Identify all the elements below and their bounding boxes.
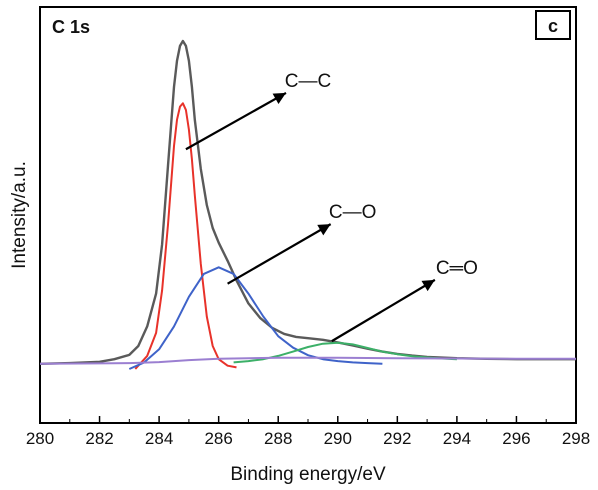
- x-tick-label: 280: [26, 429, 54, 448]
- annotation-arrow-line: [185, 91, 287, 151]
- x-tick-label: 294: [443, 429, 471, 448]
- annotation-label-2: C—O: [329, 202, 377, 223]
- series-line-3: [128, 266, 383, 370]
- x-tick-label: 292: [383, 429, 411, 448]
- x-tick-label: 298: [562, 429, 590, 448]
- x-axis-title: Binding energy/eV: [230, 464, 386, 485]
- annotation-arrow-line: [331, 278, 436, 343]
- chart-title: C 1s: [52, 17, 90, 37]
- y-axis-title: Intensity/a.u.: [9, 161, 30, 269]
- annotation-arrowhead: [317, 224, 331, 236]
- plot-frame: [39, 6, 577, 424]
- x-tick-label: 288: [264, 429, 292, 448]
- annotation-label-3: C═O: [436, 258, 478, 279]
- x-tick-label: 282: [85, 429, 113, 448]
- series-group: [39, 39, 576, 370]
- x-tick-label: 286: [204, 429, 232, 448]
- x-tick-label: 284: [145, 429, 173, 448]
- panel-label: c: [548, 16, 558, 36]
- annotation-arrows: C—C C—O C═O: [185, 71, 478, 343]
- series-line-4: [233, 341, 457, 364]
- x-tick-label: 296: [502, 429, 530, 448]
- x-axis-ticks: 280 282 284 286 288 290 292 294 296 298: [26, 416, 590, 448]
- series-line-2: [134, 102, 237, 370]
- panel-label-box: [535, 10, 571, 40]
- series-line-5: [39, 356, 576, 365]
- annotation-arrowhead: [421, 279, 435, 292]
- annotation-label-1: C—C: [285, 71, 331, 92]
- annotation-arrowhead: [272, 92, 286, 105]
- annotation-arrow-line: [227, 223, 332, 285]
- x-tick-label: 290: [324, 429, 352, 448]
